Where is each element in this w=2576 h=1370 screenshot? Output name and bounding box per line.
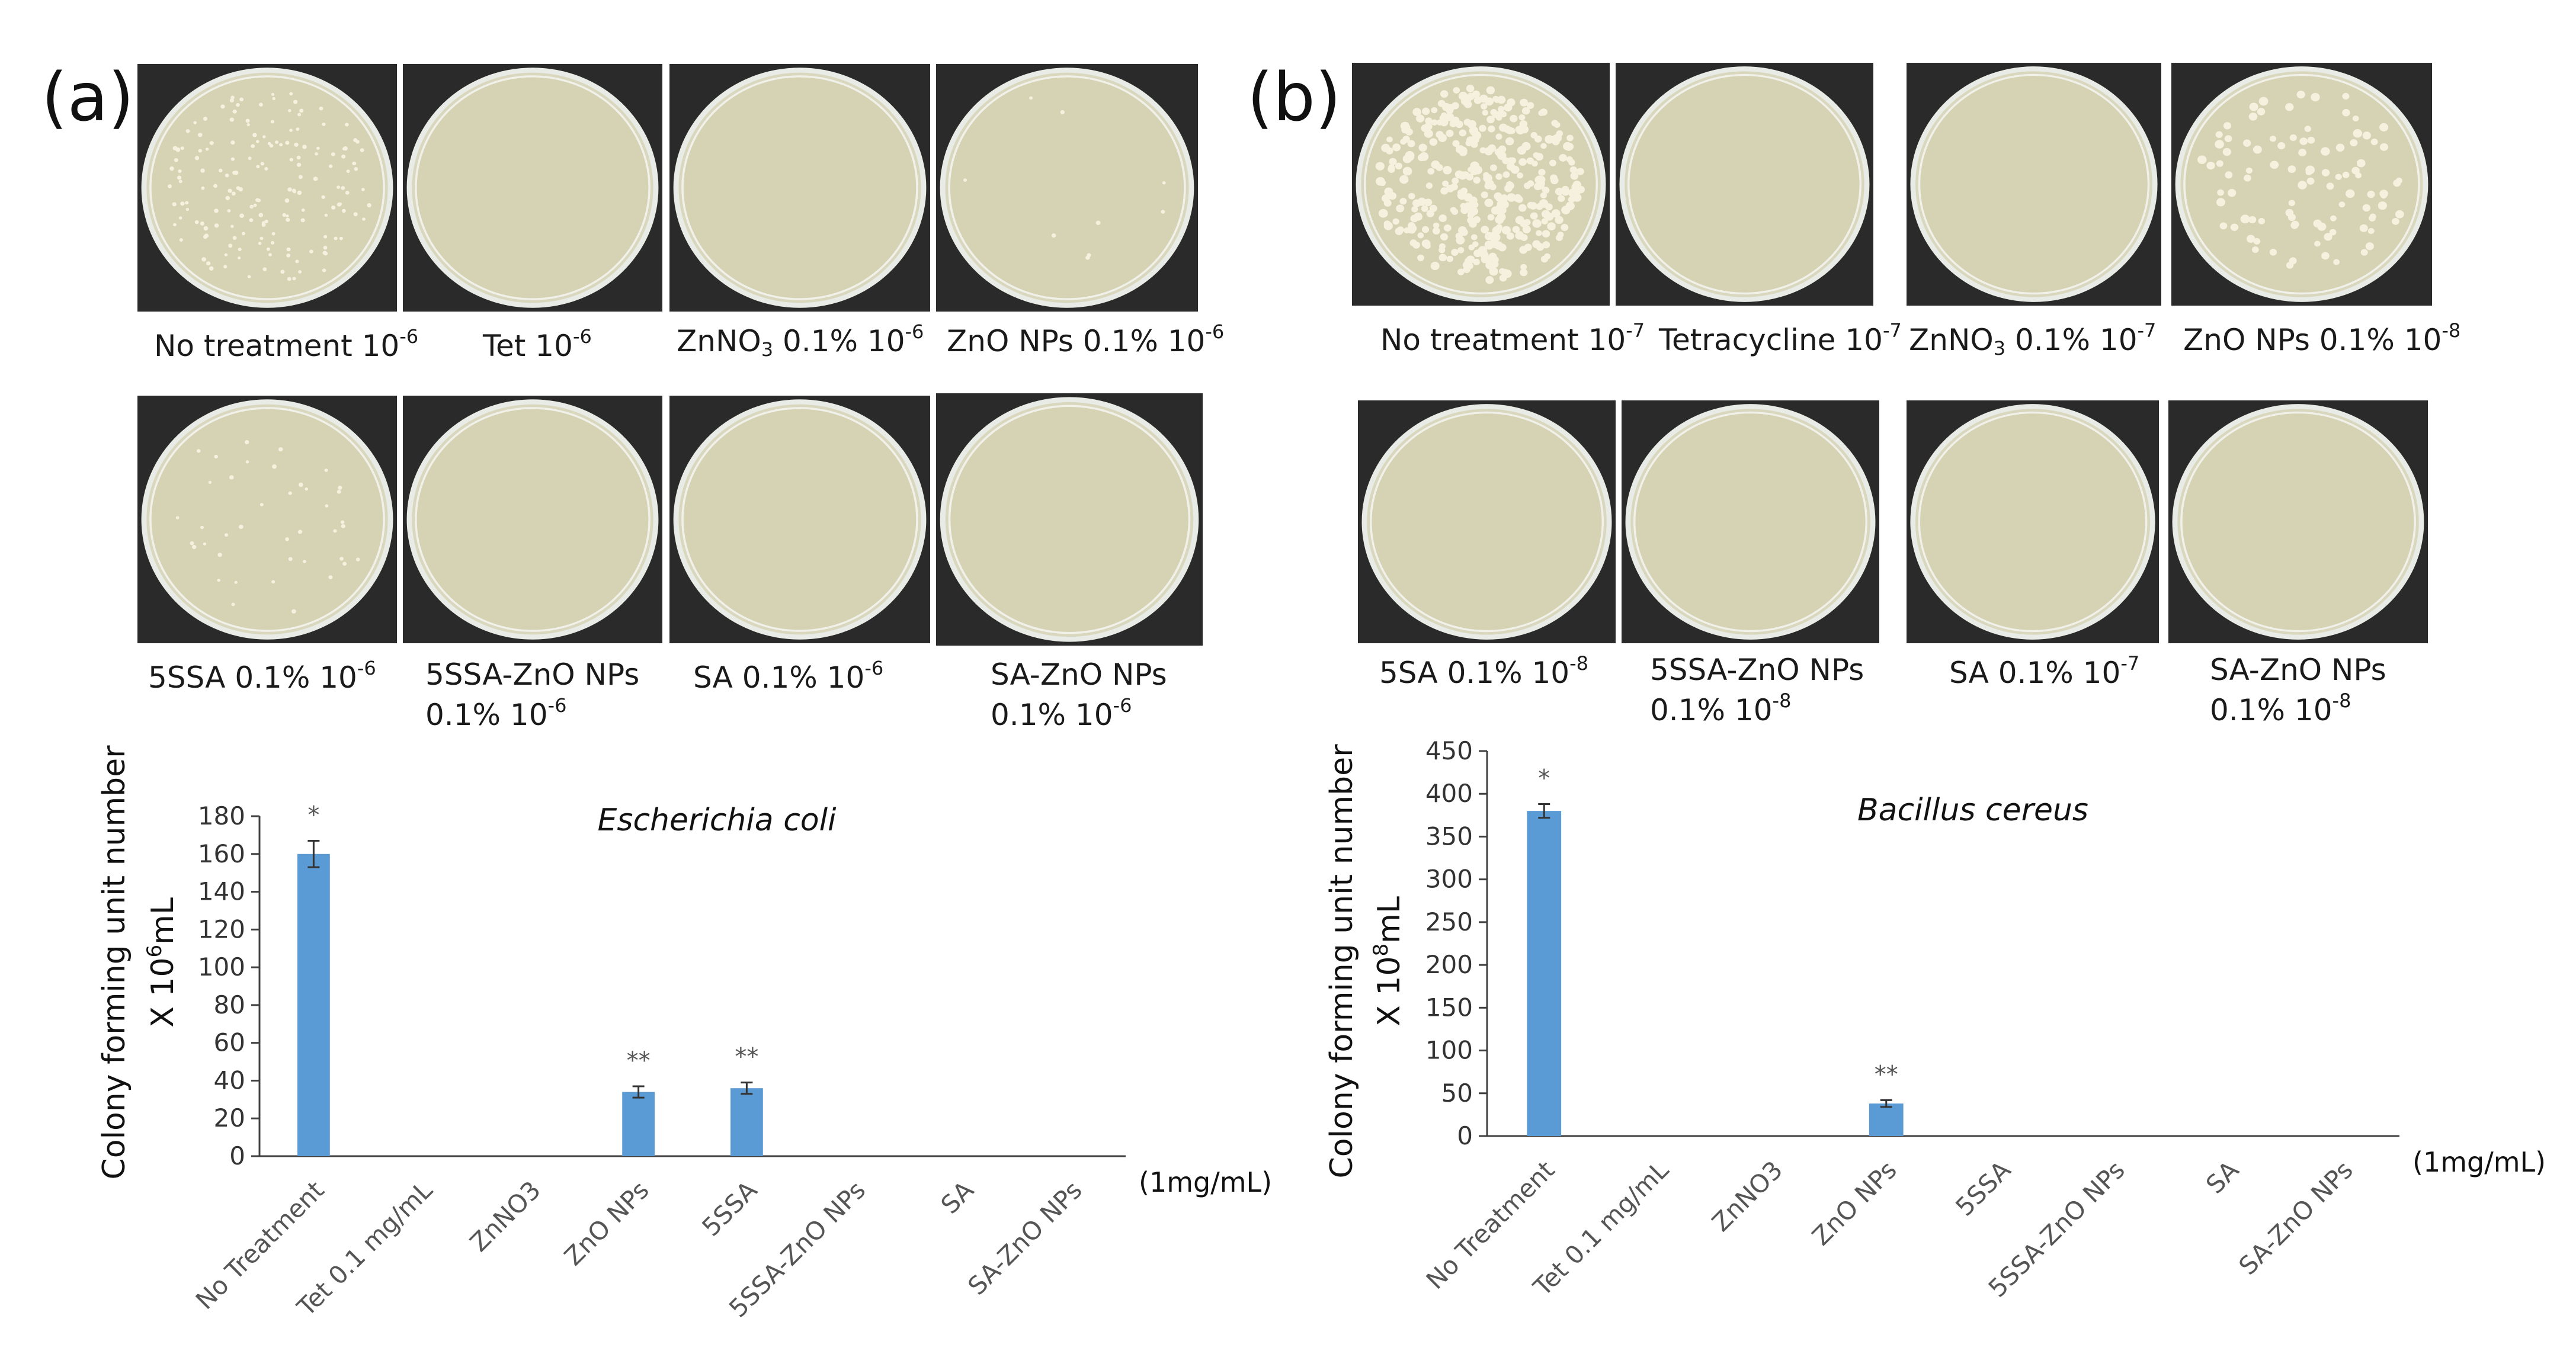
y-tick-label: 100: [1425, 1036, 1473, 1065]
plate-caption: Tetracycline 10-7: [1659, 319, 1902, 357]
y-tick-label: 160: [198, 839, 245, 868]
plate-caption: 5SA 0.1% 10-8: [1379, 652, 1589, 690]
plate-caption: ZnNO3 0.1% 10-6: [677, 320, 924, 361]
plate-caption: No treatment 10-7: [1380, 319, 1645, 357]
y-axis-label-unit: X 108mL: [1369, 896, 1407, 1026]
plate-caption: ZnO NPs 0.1% 10-6: [947, 320, 1225, 358]
petri-dish-photo: [1352, 63, 1610, 306]
petri-dish-photo: [137, 64, 397, 312]
panel-label-a: (a): [41, 59, 134, 136]
bar: [1869, 1103, 1904, 1136]
plate-caption: SA-ZnO NPs 0.1% 10-8: [2210, 653, 2386, 727]
petri-dish-photo: [1907, 63, 2161, 306]
category-label: 5SSA: [1950, 1155, 2016, 1221]
plate-caption: SA 0.1% 10-7: [1949, 652, 2140, 690]
plate-caption: SA-ZnO NPs 0.1% 10-6: [991, 657, 1167, 732]
y-tick-label: 100: [198, 952, 245, 981]
y-axis-label: Colony forming unit number: [97, 745, 132, 1180]
panel-label-b: (b): [1247, 59, 1341, 136]
petri-dish-photo: [669, 64, 930, 312]
y-tick-label: 120: [198, 915, 245, 944]
y-tick-label: 50: [1441, 1079, 1473, 1108]
error-bar: [307, 839, 320, 868]
petri-dish-photo: [137, 396, 397, 643]
y-tick-label: 40: [214, 1066, 245, 1095]
y-tick-label: 180: [198, 801, 245, 830]
plate-caption: Tet 10-6: [483, 325, 592, 363]
chart-title: Bacillus cereus: [1857, 793, 2088, 828]
error-bar: [741, 1082, 753, 1095]
y-tick-label: 0: [1457, 1121, 1473, 1150]
significance-marker: **: [627, 1047, 651, 1074]
y-tick-label: 350: [1425, 822, 1473, 851]
y-tick-label: 450: [1425, 736, 1473, 765]
bar: [297, 854, 330, 1156]
category-label: ZnO NPs: [1806, 1155, 1902, 1251]
petri-dish-photo: [1907, 400, 2159, 643]
plate-caption: 5SSA-ZnO NPs 0.1% 10-8: [1650, 653, 1864, 727]
plate-caption: ZnNO3 0.1% 10-7: [1909, 319, 2157, 360]
petri-dish-photo: [936, 393, 1203, 646]
y-tick-label: 0: [229, 1141, 245, 1170]
significance-marker: **: [735, 1044, 758, 1071]
plate-caption: 5SSA-ZnO NPs 0.1% 10-6: [425, 657, 640, 732]
y-axis-label: Colony forming unit number: [1324, 744, 1360, 1179]
error-bar: [632, 1085, 645, 1099]
significance-marker: **: [1875, 1061, 1898, 1088]
petri-dish-photo: [1616, 63, 1873, 306]
error-bar: [1880, 1099, 1892, 1108]
unit-note: (1mg/mL): [2412, 1146, 2546, 1178]
petri-dish-photo: [2171, 63, 2432, 306]
petri-dish-photo: [1622, 400, 1879, 643]
petri-dish-photo: [2168, 400, 2428, 643]
significance-marker: *: [1538, 765, 1550, 793]
category-label: SA-ZnO NPs: [2233, 1155, 2358, 1280]
petri-dish-photo: [669, 396, 930, 643]
bar: [622, 1092, 655, 1156]
plate-caption: SA 0.1% 10-6: [693, 657, 884, 695]
petri-dish-photo: [403, 64, 662, 312]
category-label: ZnNO3: [1706, 1155, 1788, 1237]
y-tick-label: 80: [214, 990, 245, 1019]
petri-dish-photo: [1358, 400, 1616, 643]
plate-caption: No treatment 10-6: [154, 325, 419, 363]
y-axis-label-unit: X 106mL: [143, 897, 181, 1028]
petri-dish-photo: [403, 396, 662, 643]
y-tick-label: 150: [1425, 993, 1473, 1022]
plate-caption: ZnO NPs 0.1% 10-8: [2183, 319, 2461, 357]
category-label: SA: [2200, 1155, 2245, 1199]
y-tick-label: 400: [1425, 779, 1473, 808]
bar: [730, 1088, 763, 1156]
y-tick-label: 20: [214, 1103, 245, 1132]
petri-dish-photo: [936, 64, 1198, 312]
y-tick-label: 300: [1425, 865, 1473, 894]
plate-caption: 5SSA 0.1% 10-6: [148, 657, 376, 695]
y-tick-label: 140: [198, 877, 245, 906]
error-bar: [1538, 803, 1550, 819]
significance-marker: *: [307, 801, 319, 829]
unit-note: (1mg/mL): [1139, 1166, 1272, 1198]
y-tick-label: 60: [214, 1028, 245, 1057]
chart-title: Escherichia coli: [598, 803, 837, 838]
y-tick-label: 250: [1425, 907, 1473, 936]
bar: [1527, 811, 1562, 1136]
y-tick-label: 200: [1425, 950, 1473, 979]
